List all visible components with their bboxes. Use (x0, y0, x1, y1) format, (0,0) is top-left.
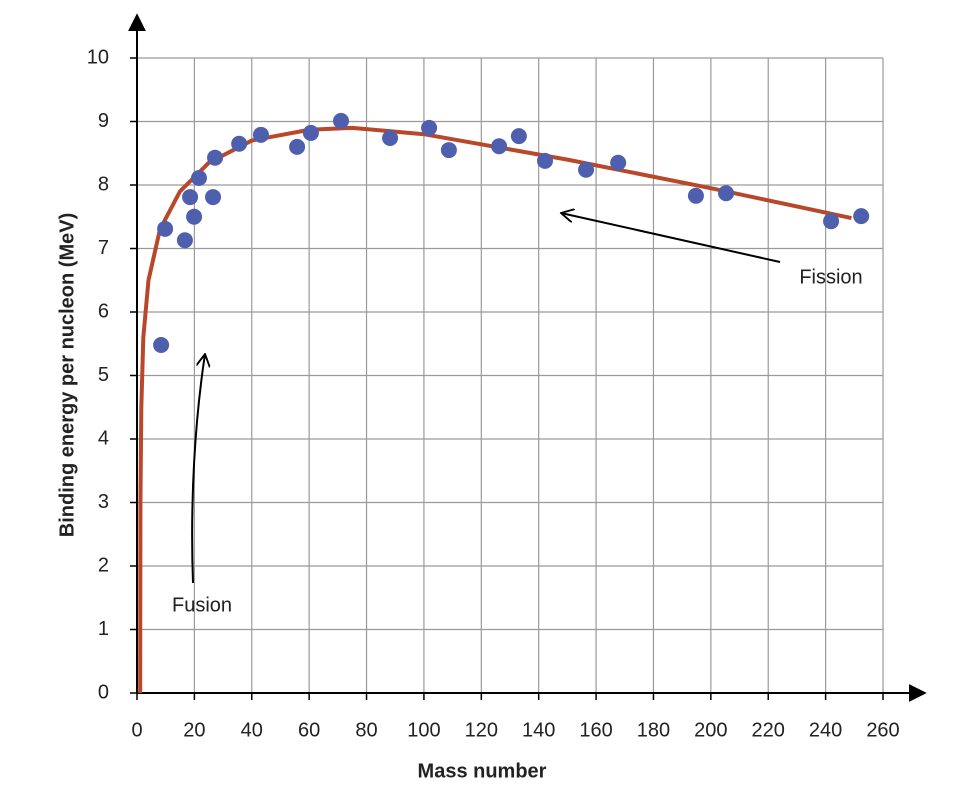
data-point (231, 135, 248, 152)
y-tick-label: 7 (98, 237, 109, 259)
data-point (421, 119, 438, 136)
data-point (537, 152, 554, 169)
x-tick-label: 0 (131, 719, 142, 741)
y-tick-label: 10 (87, 46, 109, 68)
y-tick-label: 8 (98, 173, 109, 195)
y-tick-label: 9 (98, 110, 109, 132)
data-point (491, 138, 508, 155)
x-tick-label: 140 (522, 719, 555, 741)
y-tick-label: 0 (98, 681, 109, 703)
data-point (186, 208, 203, 225)
x-tick-label: 180 (637, 719, 670, 741)
y-axis-title: Binding energy per nucleon (MeV) (56, 213, 78, 537)
annotation: Fusion (172, 594, 232, 616)
fit-curve (138, 125, 852, 694)
data-point (205, 189, 222, 206)
x-tick-label: 120 (465, 719, 498, 741)
x-tick-label: 80 (355, 719, 377, 741)
data-point (182, 189, 199, 206)
data-point (610, 154, 627, 171)
data-point (207, 149, 224, 166)
x-tick-label: 60 (298, 719, 320, 741)
data-point (252, 126, 269, 143)
data-point (510, 128, 527, 145)
x-tick-label: 200 (694, 719, 727, 741)
data-point (687, 187, 704, 204)
fission-arrow (561, 213, 781, 263)
x-tick-label: 100 (407, 719, 440, 741)
x-tick-label: 20 (183, 719, 205, 741)
data-point (578, 161, 595, 178)
data-point (382, 130, 399, 147)
annotation: Fission (799, 266, 862, 288)
data-point (157, 220, 174, 237)
data-point (440, 142, 457, 159)
y-tick-label: 3 (98, 491, 109, 513)
x-tick-label: 220 (752, 719, 785, 741)
data-point (853, 208, 870, 225)
data-point (190, 170, 207, 187)
data-point (176, 232, 193, 249)
x-axis-title: Mass number (418, 760, 547, 782)
grid (136, 57, 884, 694)
data-point (333, 112, 350, 129)
data-point (823, 213, 840, 230)
x-tick-label: 260 (866, 719, 899, 741)
x-tick-label: 160 (579, 719, 612, 741)
y-tick-label: 5 (98, 364, 109, 386)
y-tick-label: 6 (98, 300, 109, 322)
fusion-arrow (191, 354, 205, 584)
data-point (289, 138, 306, 155)
y-tick-label: 4 (98, 427, 109, 449)
data-point (302, 124, 319, 141)
x-tick-label: 40 (241, 719, 263, 741)
y-tick-label: 1 (98, 618, 109, 640)
y-tick-label: 2 (98, 554, 109, 576)
data-point (718, 185, 735, 202)
data-point (153, 337, 170, 354)
x-tick-label: 240 (809, 719, 842, 741)
